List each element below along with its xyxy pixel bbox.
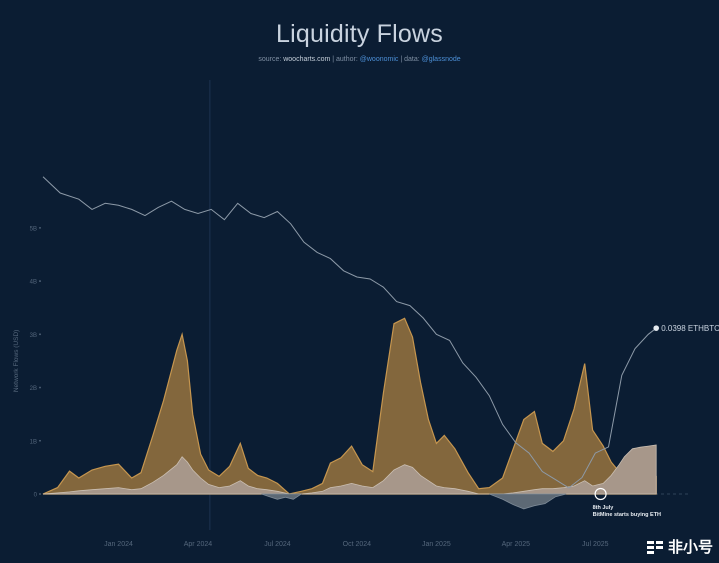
total-flow-area [42,317,657,495]
y-tick-mark [39,280,41,282]
x-tick-label: Apr 2025 [502,541,531,548]
chart-title: Liquidity Flows [276,20,443,48]
x-tick-label: Apr 2024 [184,541,213,548]
y-tick-mark [39,226,41,229]
negative-flow-area-1 [489,493,567,510]
data-prefix: | data: [398,56,422,63]
author-prefix: | author: [330,56,360,63]
x-tick-label: Jul 2025 [582,541,609,548]
y-tick-mark [39,439,41,442]
watermark-icon [646,538,664,556]
x-tick-label: Jan 2025 [422,541,451,548]
x-tick-label: Jan 2024 [104,541,133,548]
ethbtc-line [42,176,657,489]
y-tick-label: 0 [34,493,38,499]
y-tick-label: 4B [30,280,37,286]
watermark-text: 非小号 [667,539,713,556]
ethbtc-endpoint [653,325,660,331]
source-prefix: source: [258,56,284,63]
y-tick-label: 2B [30,386,37,392]
x-tick-label: Oct 2024 [343,541,372,548]
ethbtc-label: 0.0398 ETHBTC [661,324,719,333]
source-link[interactable]: woocharts.com [283,56,331,63]
negative-flow-area-0 [261,493,303,500]
y-axis-label: Network Flows (USD) [13,330,20,392]
x-tick-label: Jul 2024 [264,541,291,548]
core-flow-area [42,444,657,495]
watermark-logo: 非小号 [646,536,713,557]
y-tick-label: 1B [30,439,37,445]
annotation-text: BitMine starts buying ETH [593,512,661,518]
y-tick-label: 5B [30,226,37,232]
y-tick-mark [39,333,41,336]
chart-subtitle: source: woocharts.com | author: @woonomi… [0,56,719,63]
y-tick-mark [39,493,41,495]
annotation-date: 8th July [593,505,615,511]
y-tick-mark [39,386,41,389]
author-link[interactable]: @woonomic [359,56,399,63]
data-link[interactable]: @glassnode [421,56,461,63]
annotation-marker [594,487,607,501]
y-tick-label: 3B [30,333,37,339]
